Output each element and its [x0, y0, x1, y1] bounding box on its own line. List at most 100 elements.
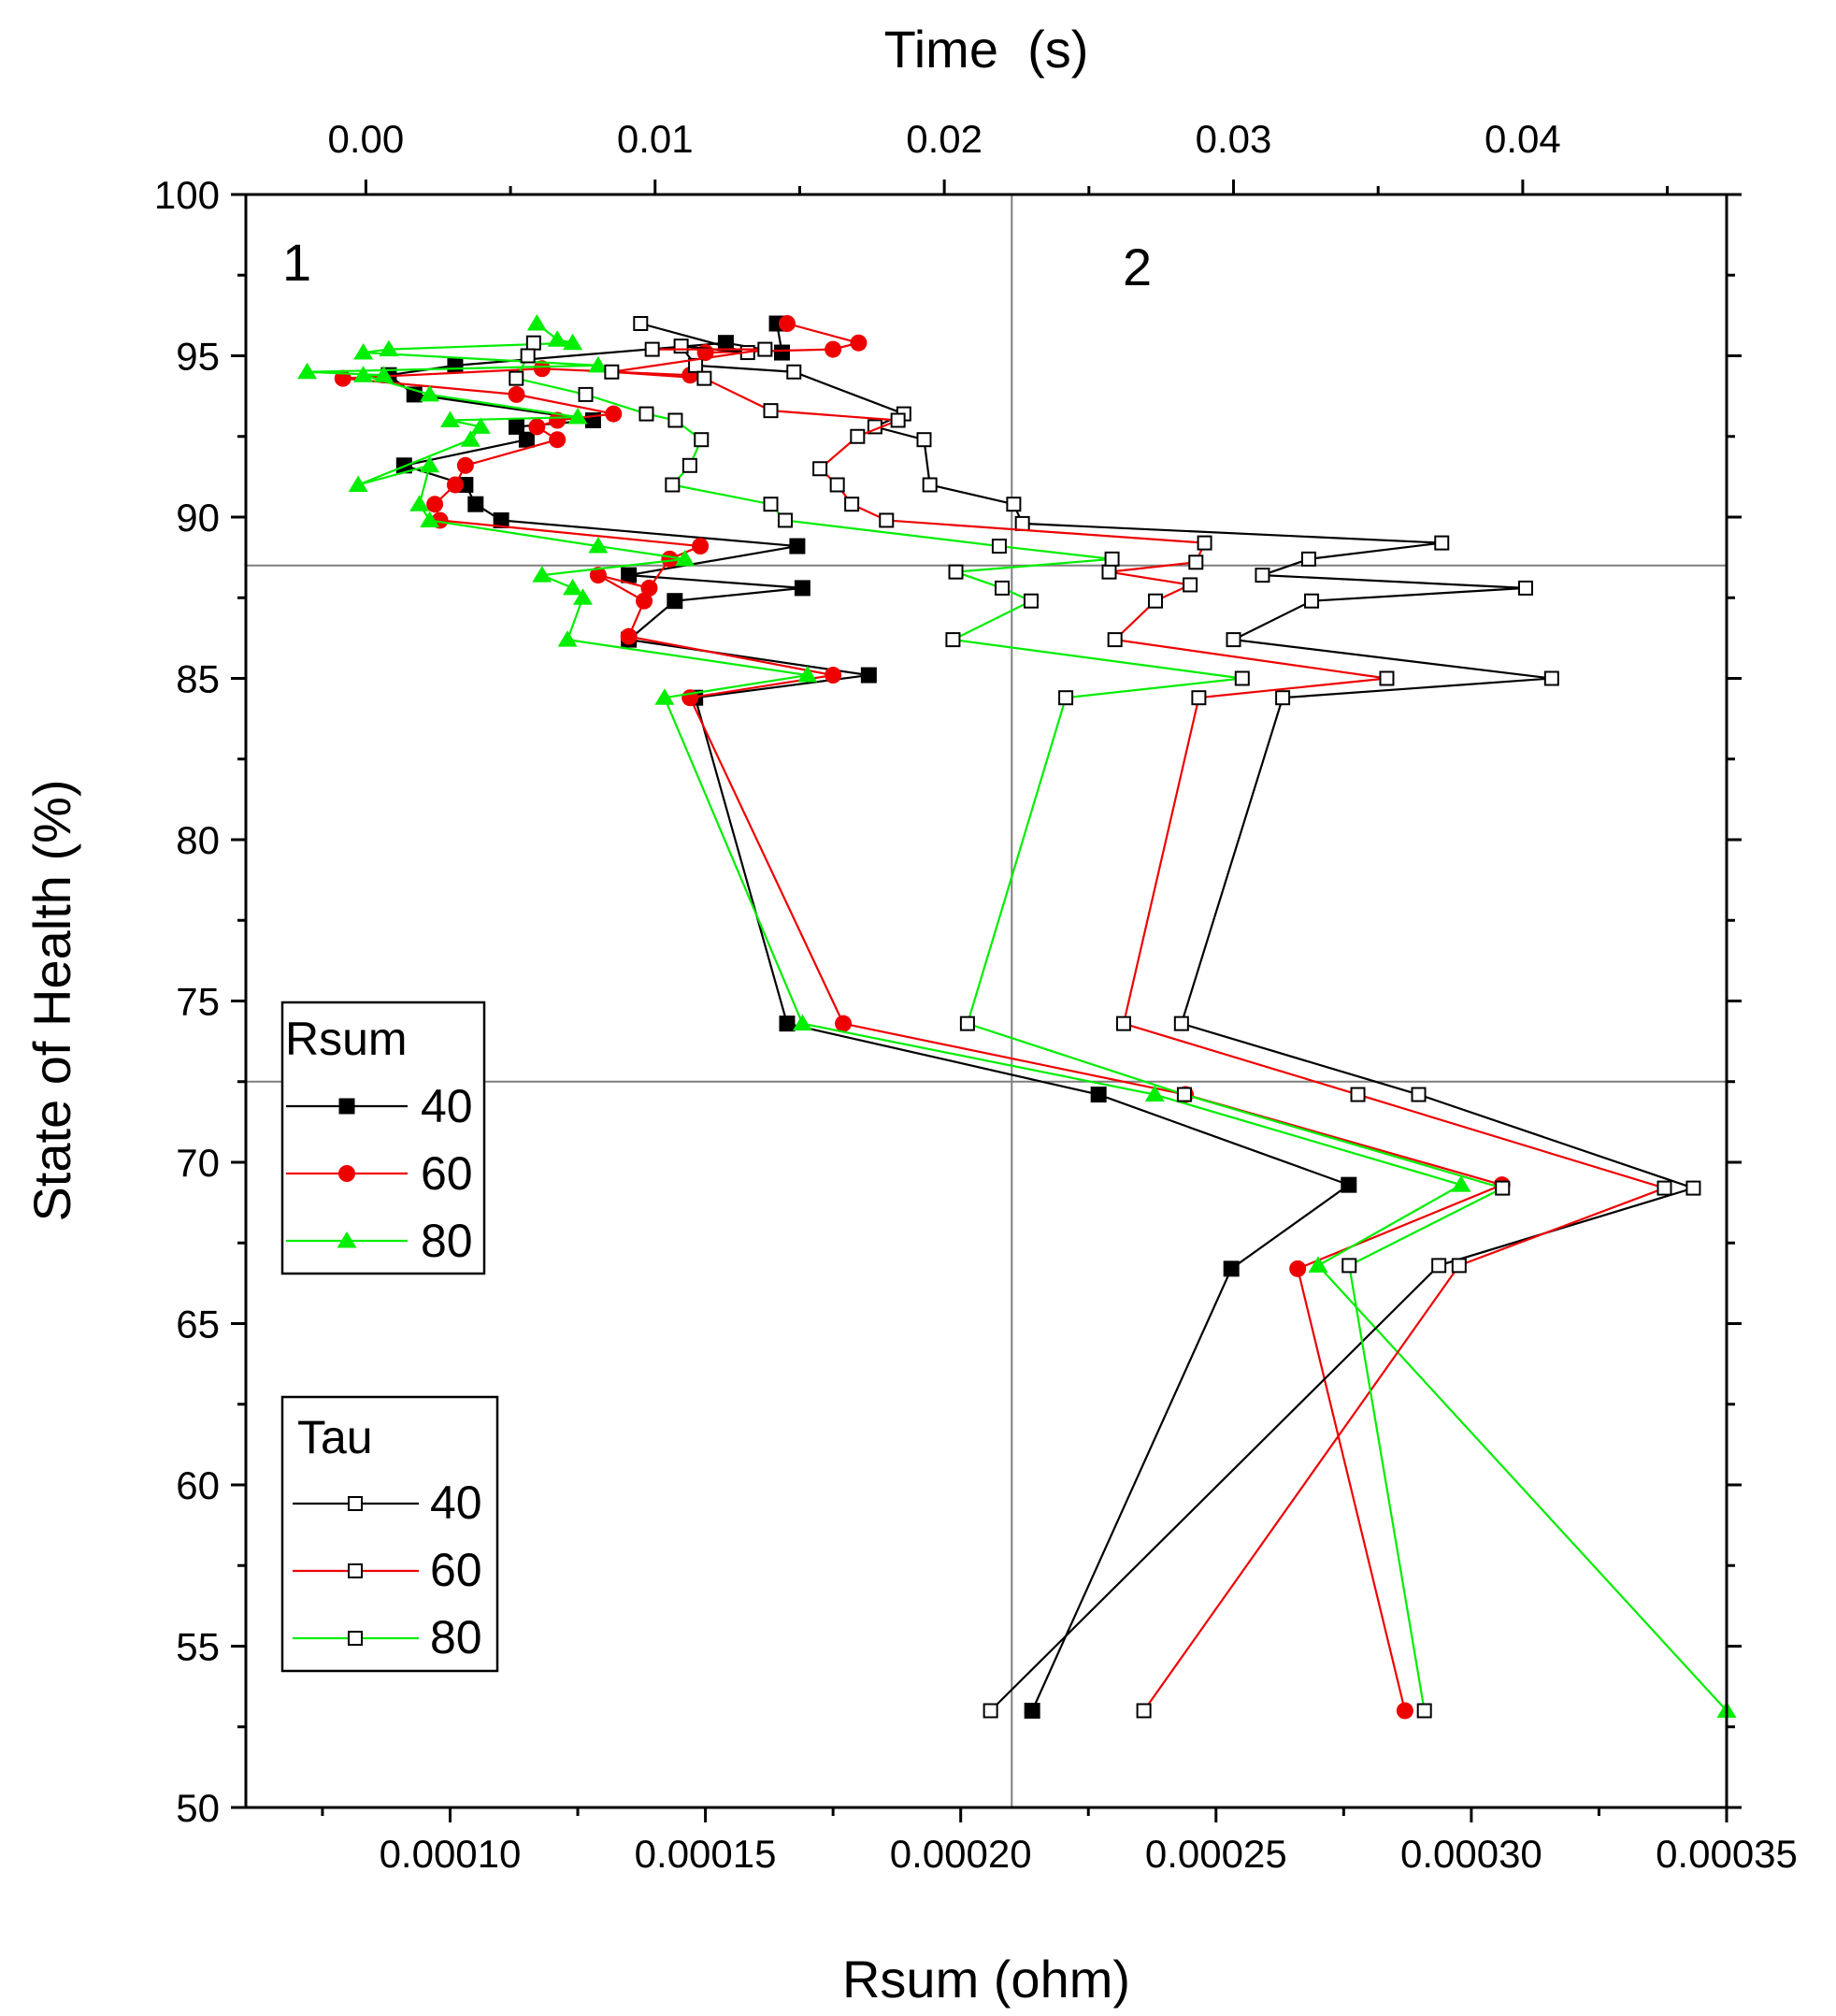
x-axis-tick-label: 0.00010: [380, 1832, 522, 1876]
series-tau-60: [604, 341, 1672, 1719]
data-point-rsum-60: [605, 405, 623, 423]
y-axis-tick-label: 60: [176, 1463, 220, 1507]
data-point-rsum-40: [518, 431, 535, 448]
y-axis-tick-label: 85: [176, 657, 220, 701]
data-point-rsum-60: [1289, 1260, 1307, 1277]
data-point-tau-60: [1350, 1087, 1366, 1102]
legend-rsum-label-60: 60: [421, 1147, 473, 1200]
data-point-tau-40: [673, 338, 689, 354]
legend-tau-label-60: 60: [430, 1544, 482, 1596]
data-point-tau-80: [1023, 593, 1039, 609]
data-point-tau-80: [520, 348, 536, 364]
legend-tau-swatch-marker-40: [348, 1496, 363, 1511]
data-point-tau-80: [1176, 1087, 1192, 1102]
data-point-tau-80: [1341, 1258, 1357, 1274]
data-point-rsum-80: [439, 410, 460, 427]
data-point-rsum-60: [1396, 1702, 1413, 1720]
x2-axis-tick-label: 0.04: [1485, 117, 1561, 161]
data-point-tau-80: [665, 477, 681, 493]
data-point-rsum-80: [532, 566, 552, 583]
data-point-rsum-80: [588, 355, 609, 373]
data-point-rsum-60: [508, 385, 525, 403]
data-point-tau-40: [1226, 632, 1241, 648]
data-point-tau-60: [1379, 670, 1395, 686]
data-point-tau-40: [922, 477, 938, 493]
x-axis-tick-label: 0.00030: [1400, 1832, 1542, 1876]
data-point-rsum-80: [547, 330, 567, 347]
data-point-tau-80: [1234, 670, 1250, 686]
y-axis-tick-label: 50: [176, 1786, 220, 1830]
data-point-rsum-80: [353, 366, 374, 382]
legend-rsum-swatch-marker-60: [338, 1165, 355, 1182]
legend-tau-entries: [293, 1496, 419, 1646]
data-point-rsum-40: [860, 667, 877, 684]
x2-axis-title: Time (s): [884, 20, 1089, 79]
x2-axis-tick-label: 0.03: [1196, 117, 1272, 161]
x-axis-tick-label: 0.00035: [1656, 1832, 1798, 1876]
legend-rsum-title: Rsum: [285, 1013, 408, 1065]
series-tau-80: [509, 335, 1511, 1719]
data-point-rsum-80: [792, 1014, 812, 1031]
legend-rsum-label-80: 80: [421, 1215, 473, 1267]
data-point-tau-60: [1188, 554, 1204, 570]
data-point-rsum-80: [297, 362, 318, 380]
data-point-rsum-40: [493, 511, 509, 528]
data-point-tau-80: [509, 370, 524, 386]
data-point-rsum-80: [348, 475, 368, 492]
data-point-tau-40: [786, 364, 802, 380]
data-point-tau-80: [995, 580, 1011, 596]
data-point-tau-60: [1657, 1180, 1672, 1196]
region-label-2: 2: [1123, 238, 1152, 296]
data-point-tau-40: [1517, 580, 1533, 596]
data-point-tau-80: [948, 564, 964, 580]
data-point-tau-60: [1101, 564, 1117, 580]
data-point-rsum-60: [825, 340, 842, 358]
data-point-tau-40: [1006, 497, 1022, 512]
x2-axis-tick-label: 0.01: [617, 117, 694, 161]
legend-rsum-label-40: 40: [421, 1080, 473, 1132]
data-point-tau-60: [1147, 593, 1163, 609]
data-point-rsum-60: [640, 579, 658, 597]
y-axis-tick-label: 100: [154, 173, 220, 217]
y-axis-title: State of Health (%): [22, 779, 81, 1221]
series-layer: [297, 314, 1737, 1720]
legend-tau-box: [280, 1395, 499, 1673]
legend-rsum-box: [280, 1001, 486, 1275]
data-point-tau-80: [638, 406, 654, 422]
data-point-rsum-40: [467, 496, 484, 512]
data-point-tau-60: [1183, 577, 1198, 593]
data-point-rsum-60: [446, 476, 464, 494]
data-point-tau-40: [916, 432, 932, 448]
data-point-rsum-80: [675, 549, 696, 567]
data-point-rsum-60: [692, 538, 710, 555]
data-point-tau-60: [644, 341, 660, 357]
data-point-rsum-60: [661, 550, 679, 568]
data-point-rsum-60: [835, 1015, 853, 1032]
data-point-rsum-60: [636, 592, 653, 610]
data-point-tau-80: [525, 335, 541, 351]
data-point-rsum-80: [379, 339, 399, 357]
data-point-tau-80: [1104, 551, 1120, 567]
data-point-rsum-40: [774, 344, 791, 361]
data-point-tau-60: [812, 461, 828, 477]
data-point-tau-40: [1255, 568, 1270, 583]
data-point-tau-60: [1115, 1015, 1131, 1031]
data-point-rsum-80: [353, 343, 374, 360]
y-axis-tick-label: 95: [176, 335, 220, 379]
reference-lines: [246, 194, 1727, 1807]
data-point-rsum-80: [572, 588, 593, 605]
data-point-tau-60: [890, 412, 906, 428]
data-point-rsum-80: [567, 408, 588, 425]
data-point-rsum-80: [470, 417, 491, 434]
x-axis-title: Rsum (ohm): [842, 1950, 1130, 2009]
legend-rsum-entries: [286, 1098, 408, 1248]
data-point-rsum-40: [1223, 1260, 1240, 1277]
data-point-rsum-80: [420, 455, 440, 473]
data-point-rsum-40: [621, 567, 638, 583]
series-line-tau-60: [611, 348, 1668, 1712]
data-point-rsum-40: [508, 418, 524, 435]
data-point-tau-60: [1197, 535, 1212, 551]
data-point-tau-60: [696, 370, 712, 386]
series-rsum-80: [297, 314, 1737, 1718]
